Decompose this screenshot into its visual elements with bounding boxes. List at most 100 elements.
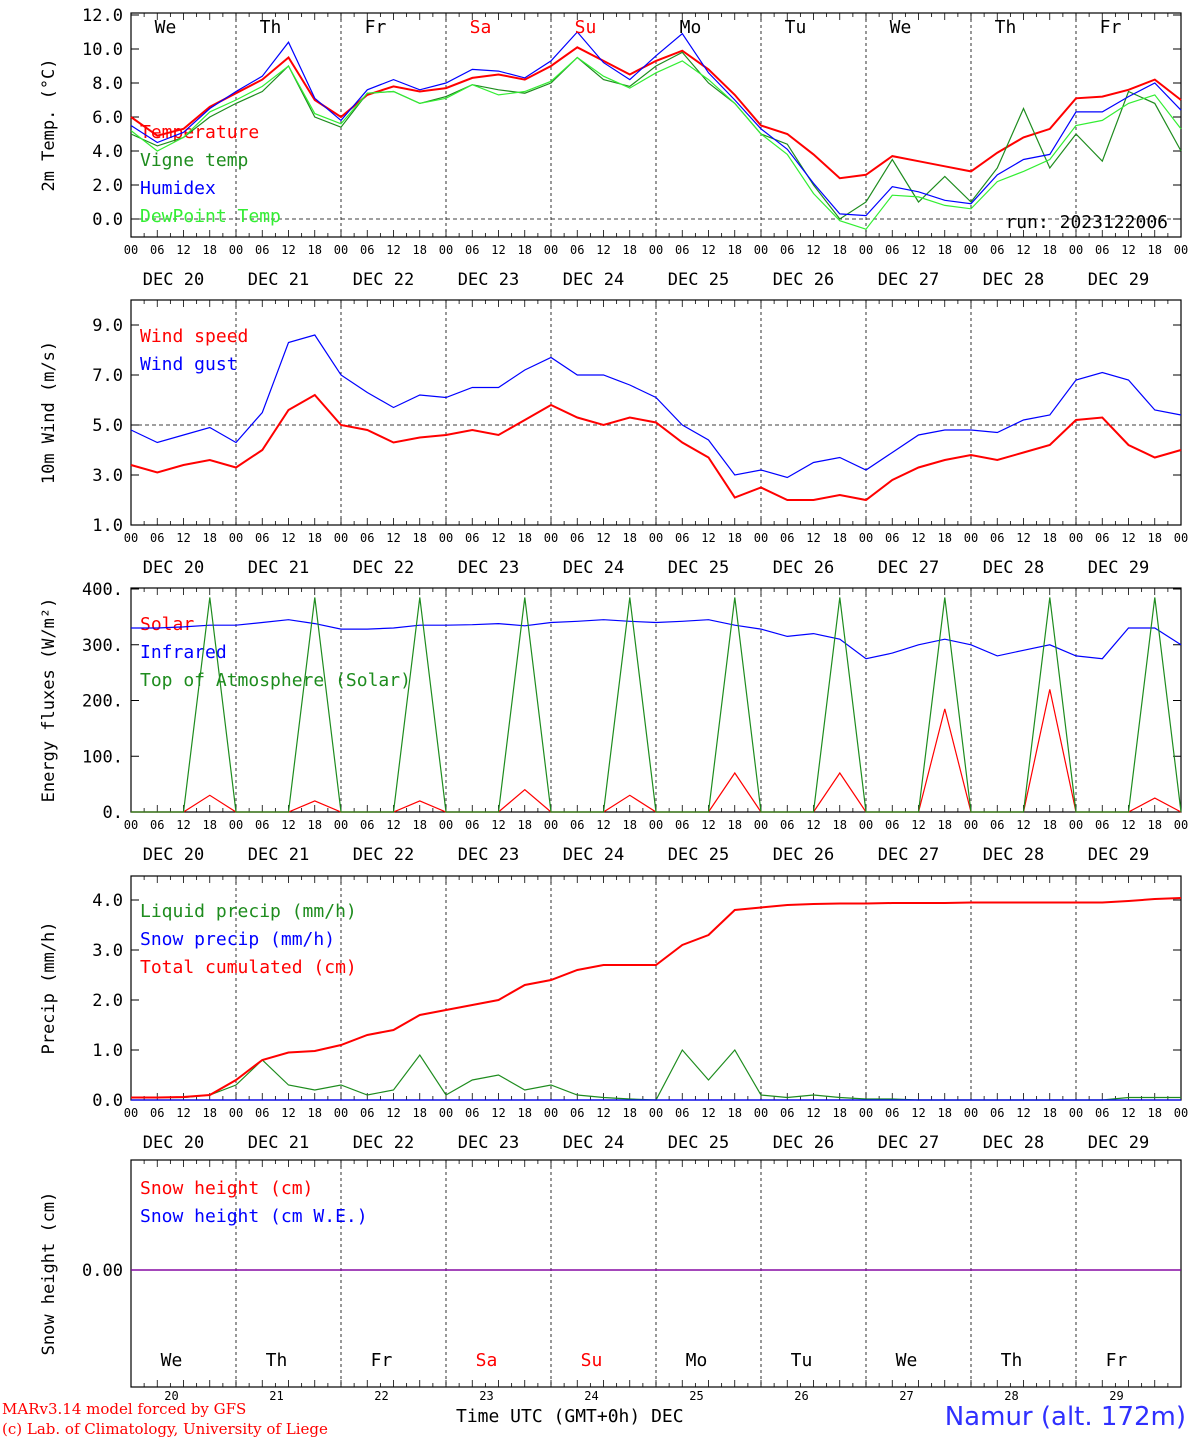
x-tick-label: 00 [124,1106,138,1120]
x-tick-label: 06 [570,1106,584,1120]
x-tick-label: 06 [885,818,899,832]
date-label: DEC 29 [1088,1133,1149,1153]
x-tick-label: 12 [596,1106,610,1120]
x-tick-label: 18 [518,531,532,545]
x-tick-label: 06 [675,818,689,832]
series-line-wind-speed [130,393,1182,502]
x-tick-label: 00 [1174,1106,1188,1120]
x-tick-label: 00 [124,243,138,257]
y-tick-label: 10.0 [82,40,123,60]
x-tick-label: 18 [728,1106,742,1120]
day-name: Fr [1100,17,1122,38]
x-tick-label: 06 [150,818,164,832]
y-axis-title: Energy fluxes (W/m²) [39,598,59,803]
date-label: DEC 29 [1088,845,1149,865]
y-tick-label: 2.0 [92,176,123,196]
date-label: DEC 27 [878,845,939,865]
date-label: DEC 24 [563,845,624,865]
x-tick-label: 00 [649,531,663,545]
x-tick-label: 18 [728,818,742,832]
x-tick-label: 12 [1121,818,1135,832]
x-tick-label: 18 [833,818,847,832]
x-tick-label: 18 [1148,531,1162,545]
date-label: DEC 27 [878,558,939,578]
x-tick-label: 18 [833,1106,847,1120]
day-number: 22 [374,1389,388,1403]
day-name-bottom: Fr [371,1350,393,1371]
day-name: Su [575,17,597,38]
x-tick-label: 00 [1069,1106,1083,1120]
x-tick-label: 18 [203,818,217,832]
y-tick-label: 0. [103,803,123,823]
x-tick-label: 18 [1043,531,1057,545]
x-tick-label: 12 [596,531,610,545]
x-tick-label: 12 [911,243,925,257]
x-tick-label: 12 [176,818,190,832]
y-tick-label: 0.0 [92,1091,123,1111]
date-label: DEC 26 [773,845,834,865]
x-tick-label: 00 [544,818,558,832]
panel-1-frame [130,12,1182,238]
x-tick-label: 18 [308,818,322,832]
x-tick-label: 00 [1174,531,1188,545]
x-tick-label: 00 [229,1106,243,1120]
day-name-bottom: Su [581,1350,603,1371]
date-label: DEC 22 [353,270,414,290]
x-tick-label: 00 [334,531,348,545]
x-tick-label: 18 [728,531,742,545]
x-tick-label: 18 [1148,1106,1162,1120]
x-tick-label: 06 [990,531,1004,545]
legend-entry: Top of Atmosphere (Solar) [140,670,411,691]
date-label: DEC 22 [353,1133,414,1153]
x-tick-label: 12 [1016,818,1030,832]
x-tick-label: 06 [990,818,1004,832]
y-axis-title: Snow height (cm) [39,1192,59,1356]
date-label: DEC 27 [878,270,939,290]
y-tick-label: 200. [82,692,123,712]
x-tick-label: 06 [675,531,689,545]
day-number: 25 [689,1389,703,1403]
location-label: Namur (alt. 172m) [944,1402,1186,1432]
x-tick-label: 06 [255,1106,269,1120]
x-tick-label: 06 [570,818,584,832]
x-tick-label: 00 [1069,818,1083,832]
x-tick-label: 00 [754,243,768,257]
day-name-bottom: Tu [791,1350,813,1371]
x-tick-label: 18 [623,1106,637,1120]
date-label: DEC 25 [668,845,729,865]
day-name: Sa [470,17,492,38]
x-tick-label: 12 [701,531,715,545]
x-tick-label: 12 [386,531,400,545]
y-tick-label: 5.0 [92,416,123,436]
x-tick-label: 06 [1095,531,1109,545]
x-tick-label: 00 [754,531,768,545]
y-tick-label: 4.0 [92,891,123,911]
day-number: 29 [1109,1389,1123,1403]
x-tick-label: 06 [1095,243,1109,257]
y-tick-label: 7.0 [92,366,123,386]
y-tick-label: 3.0 [92,466,123,486]
y-tick-label: 1.0 [92,516,123,536]
x-tick-label: 06 [465,243,479,257]
x-tick-label: 00 [649,243,663,257]
date-label: DEC 29 [1088,270,1149,290]
day-name-bottom: Sa [476,1350,498,1371]
x-tick-label: 18 [308,243,322,257]
x-tick-label: 12 [1121,1106,1135,1120]
x-tick-label: 06 [1095,1106,1109,1120]
day-name: Th [260,17,282,38]
x-tick-label: 18 [1043,818,1057,832]
date-label: DEC 25 [668,1133,729,1153]
series-line-top-of-atmosphere-solar- [131,597,1182,813]
day-name-bottom: Fr [1106,1350,1128,1371]
legend-entry: Wind gust [140,354,238,375]
x-tick-label: 18 [413,1106,427,1120]
x-tick-label: 06 [675,243,689,257]
date-label: DEC 21 [248,270,309,290]
x-tick-label: 06 [570,243,584,257]
day-number: 23 [479,1389,493,1403]
x-tick-label: 06 [990,1106,1004,1120]
x-tick-label: 00 [124,818,138,832]
date-label: DEC 28 [983,270,1044,290]
